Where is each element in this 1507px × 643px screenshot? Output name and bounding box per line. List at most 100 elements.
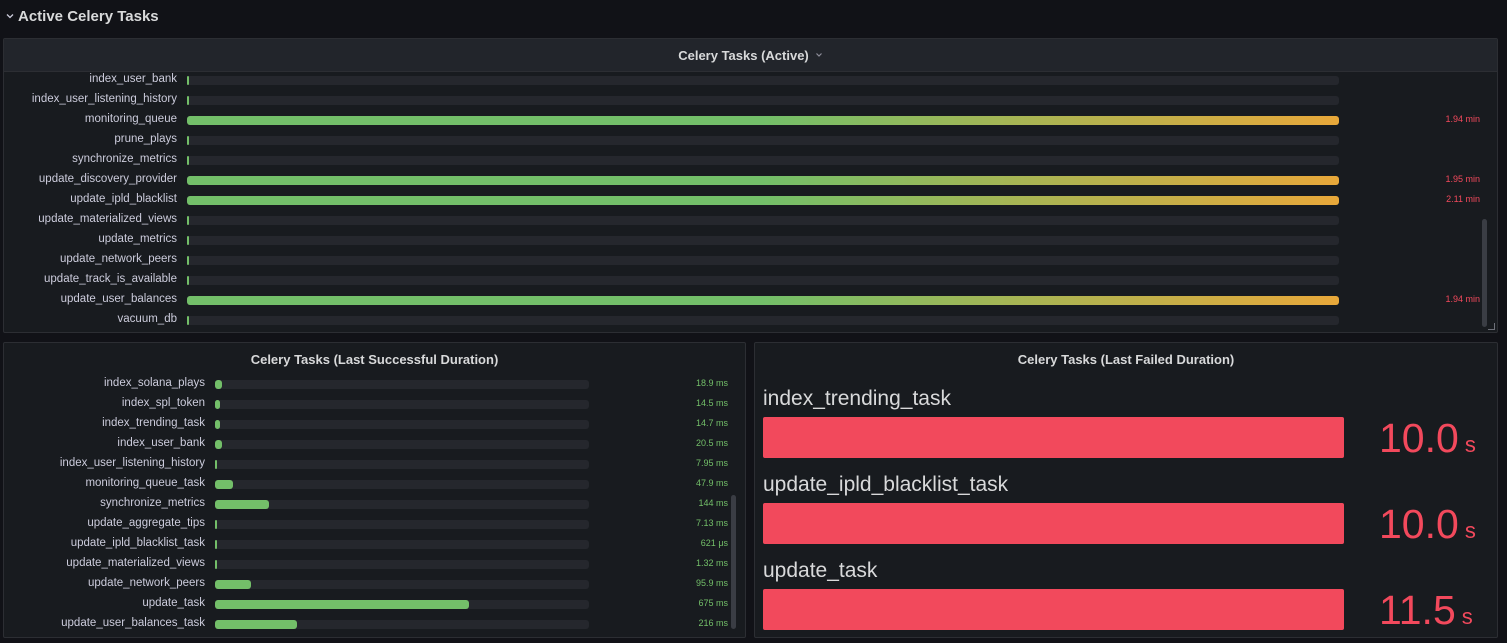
row-title[interactable]: Active Celery Tasks: [18, 7, 159, 25]
bar-fill: [215, 560, 217, 569]
bar-label: update_task: [142, 597, 205, 609]
bar-track: [215, 560, 589, 569]
bar-fill: [187, 216, 189, 225]
bar-label: update_metrics: [98, 233, 177, 245]
bar-value: 1.95 min: [1445, 174, 1480, 184]
bar-label: update_ipld_blacklist: [70, 193, 177, 205]
failed-task-label: update_task: [763, 559, 878, 582]
bar-fill: [215, 600, 469, 609]
bar-fill: [187, 156, 189, 165]
bar-value: 47.9 ms: [695, 478, 728, 488]
bar-label: update_track_is_available: [44, 273, 177, 285]
panel-header[interactable]: Celery Tasks (Last Successful Duration): [4, 343, 745, 375]
bar-fill: [215, 520, 217, 529]
bar-label: update_aggregate_tips: [87, 517, 205, 529]
panel-celery-tasks-last-successful: Celery Tasks (Last Successful Duration) …: [3, 342, 746, 638]
failed-task-bar: [763, 589, 1344, 630]
bar-label: update_network_peers: [60, 253, 177, 265]
panel-title[interactable]: Celery Tasks (Last Failed Duration): [1017, 351, 1235, 367]
bar-value: 14.5 ms: [695, 398, 728, 408]
bar-label: monitoring_queue: [84, 113, 177, 125]
bar-fill: [187, 196, 1339, 205]
bar-fill: [215, 580, 251, 589]
bar-fill: [215, 460, 217, 469]
bar-track: [215, 440, 589, 449]
bar-track: [215, 380, 589, 389]
bar-label: synchronize_metrics: [72, 153, 177, 165]
bar-label: update_discovery_provider: [38, 173, 177, 185]
bar-track: [187, 296, 1339, 305]
bar-track: [215, 480, 589, 489]
bar-label: index_user_bank: [89, 73, 177, 85]
bar-fill: [187, 176, 1339, 185]
bar-track: [187, 236, 1339, 245]
row-header[interactable]: Active Celery Tasks: [0, 0, 1507, 32]
bar-track: [187, 136, 1339, 145]
panel-celery-tasks-last-failed: Celery Tasks (Last Failed Duration) inde…: [754, 342, 1498, 638]
bar-label: index_trending_task: [102, 417, 205, 429]
bar-label: update_materialized_views: [66, 557, 205, 569]
bar-fill: [215, 440, 222, 449]
bar-fill: [187, 256, 189, 265]
bar-label: update_ipld_blacklist_task: [70, 537, 205, 549]
bar-fill: [215, 400, 220, 409]
bar-value: 1.94 min: [1445, 294, 1480, 304]
bar-label: index_spl_token: [121, 397, 205, 409]
bar-track: [215, 580, 589, 589]
failed-task-value: 10.0 s: [1379, 504, 1476, 545]
bar-track: [187, 276, 1339, 285]
bar-track: [187, 76, 1339, 85]
bar-fill: [215, 500, 269, 509]
panel-header[interactable]: Celery Tasks (Active): [4, 39, 1497, 72]
bar-track: [187, 96, 1339, 105]
chevron-down-icon[interactable]: [6, 12, 14, 20]
bar-track: [187, 176, 1339, 185]
resize-handle[interactable]: [1488, 323, 1495, 330]
bar-track: [187, 156, 1339, 165]
bar-fill: [187, 96, 189, 105]
bar-value: 1.94 min: [1445, 114, 1480, 124]
panel-title[interactable]: Celery Tasks (Active): [678, 47, 809, 63]
bar-track: [215, 420, 589, 429]
failed-task-label: update_ipld_blacklist_task: [763, 473, 1009, 496]
bar-fill: [187, 296, 1339, 305]
bar-track: [187, 256, 1339, 265]
bar-fill: [187, 76, 189, 85]
failed-task-value: 10.0 s: [1379, 418, 1476, 459]
bar-label: monitoring_queue_task: [85, 477, 205, 489]
panel-header[interactable]: Celery Tasks (Last Failed Duration): [755, 343, 1497, 375]
bar-label: synchronize_metrics: [100, 497, 205, 509]
bar-label: update_user_balances: [60, 293, 177, 305]
scrollbar[interactable]: [731, 495, 736, 629]
bar-track: [215, 520, 589, 529]
bar-fill: [215, 380, 222, 389]
bar-fill: [187, 276, 189, 285]
value-number: 10.0: [1379, 415, 1459, 461]
bar-label: index_user_bank: [117, 437, 205, 449]
bar-value: 14.7 ms: [695, 418, 728, 428]
value-unit: s: [1461, 604, 1473, 629]
bar-label: index_solana_plays: [103, 377, 205, 389]
bar-track: [215, 400, 589, 409]
value-unit: s: [1464, 432, 1476, 457]
bar-value: 216 ms: [698, 618, 728, 628]
bar-track: [187, 116, 1339, 125]
bar-label: update_materialized_views: [38, 213, 177, 225]
bar-track: [215, 460, 589, 469]
bar-track: [187, 216, 1339, 225]
panel-title[interactable]: Celery Tasks (Last Successful Duration): [250, 351, 499, 367]
failed-task-bar: [763, 503, 1344, 544]
bar-fill: [187, 116, 1339, 125]
value-number: 11.5: [1379, 587, 1456, 633]
bar-label: index_user_listening_history: [31, 93, 177, 105]
scrollbar[interactable]: [1482, 219, 1487, 327]
bar-value: 20.5 ms: [695, 438, 728, 448]
bar-track: [187, 316, 1339, 325]
bar-fill: [187, 236, 189, 245]
chevron-down-icon[interactable]: [815, 51, 823, 59]
bar-label: update_network_peers: [88, 577, 205, 589]
bar-value: 144 ms: [698, 498, 728, 508]
bar-value: 2.11 min: [1446, 194, 1480, 204]
bar-value: 675 ms: [698, 598, 728, 608]
